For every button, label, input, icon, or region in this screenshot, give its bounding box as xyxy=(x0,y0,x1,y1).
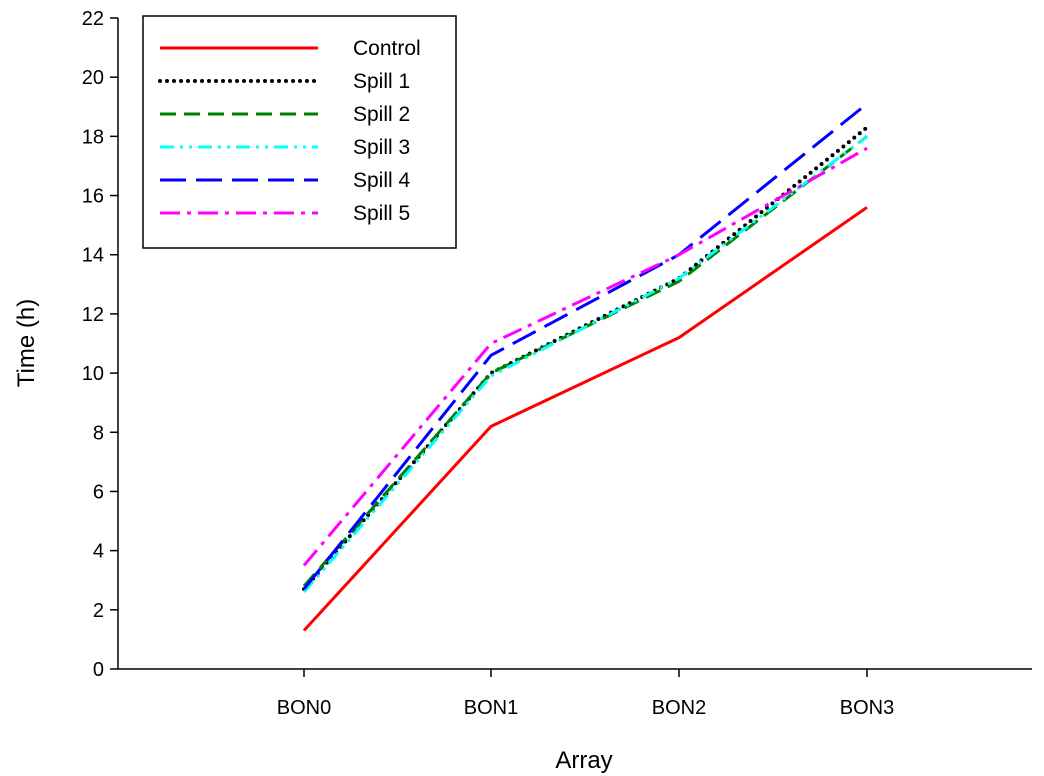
series-line-spill-5 xyxy=(302,146,868,567)
y-tick-label: 18 xyxy=(82,126,104,148)
y-tick-label: 12 xyxy=(82,304,104,326)
x-tick-label: BON2 xyxy=(652,697,706,719)
series-line-spill-3 xyxy=(302,135,868,594)
y-tick-label: 10 xyxy=(82,363,104,385)
legend-label: Control xyxy=(353,37,421,60)
y-tick-label: 20 xyxy=(82,67,104,89)
legend-label: Spill 1 xyxy=(353,70,410,93)
series-line-spill-4 xyxy=(302,102,868,591)
y-tick-label: 16 xyxy=(82,186,104,208)
legend-label: Spill 3 xyxy=(353,136,410,159)
legend-label: Spill 4 xyxy=(353,169,411,192)
y-tick-label: 0 xyxy=(93,659,104,681)
y-tick-label: 2 xyxy=(93,600,104,622)
legend: Control Spill 1 Spill 2 Spill 3 Spill 4 Spill… xyxy=(142,15,457,249)
x-tick-label: BON3 xyxy=(840,697,894,719)
y-tick-label: 14 xyxy=(82,245,104,267)
y-tick-label: 4 xyxy=(93,541,104,563)
x-tick-label: BON0 xyxy=(277,697,331,719)
y-tick-label: 22 xyxy=(82,8,104,30)
legend-label: Spill 5 xyxy=(353,202,410,225)
series-line-control xyxy=(302,206,868,632)
y-tick-label: 6 xyxy=(93,481,104,503)
x-tick-label: BON1 xyxy=(464,697,518,719)
series-lines xyxy=(302,102,869,632)
y-tick-label: 8 xyxy=(93,422,104,444)
axes: 0 2 4 6 8 10 12 14 16 18 20 22 BON0 BON1 BON2 BON3 xyxy=(82,8,1032,719)
y-axis-title: Time (h) xyxy=(13,299,40,387)
x-axis-title: Array xyxy=(555,747,612,774)
legend-box xyxy=(142,15,457,249)
legend-label: Spill 2 xyxy=(353,103,410,126)
